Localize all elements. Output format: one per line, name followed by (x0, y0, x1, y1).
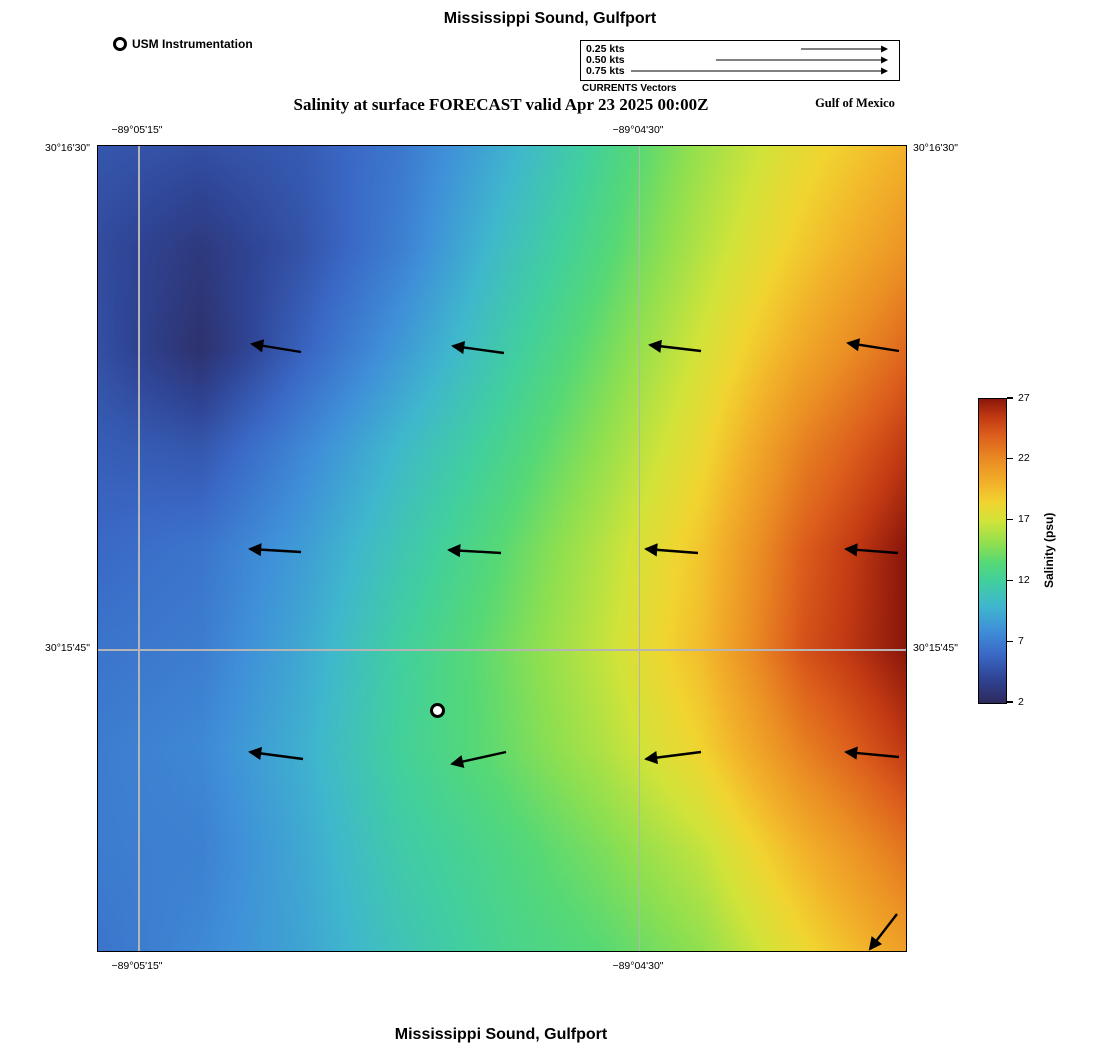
colorbar-tick (1007, 701, 1013, 703)
current-vector-arrows (248, 338, 900, 951)
lon-label-top-right: −89°04'30" (612, 124, 664, 136)
lat-label-left-bottom: 30°15'45" (45, 642, 90, 654)
lat-label-right-bottom: 30°15'45" (913, 642, 958, 654)
legend-speed-075: 0.75 kts (586, 64, 625, 77)
legend-speed-050: 0.50 kts (586, 53, 625, 66)
colorbar-tick (1007, 397, 1013, 399)
colorbar-tick (1007, 458, 1013, 460)
colorbar-tick (1007, 579, 1013, 582)
colorbar-tick (1007, 519, 1013, 521)
currents-legend-box: 0.25 kts 0.50 kts 0.75 kts (580, 40, 900, 81)
legend-arrow-icons (631, 45, 889, 75)
region-label: Gulf of Mexico (815, 96, 895, 110)
lat-label-left-top: 30°16'30" (45, 142, 90, 154)
usm-station-marker (430, 703, 446, 719)
figure-title-bottom: Mississippi Sound, Gulfport (394, 1026, 608, 1043)
legend-speed-025: 0.25 kts (586, 42, 625, 55)
map-panel (97, 145, 907, 952)
colorbar-tick-label: 12 (1018, 573, 1030, 586)
lon-label-top-left: −89°05'15" (111, 124, 163, 136)
colorbar-label: Salinity (psu) (1042, 512, 1056, 588)
meridian-gridline-1 (638, 146, 641, 951)
lon-label-bottom-left: −89°05'15" (111, 960, 163, 972)
colorbar-tick-label: 27 (1018, 391, 1030, 404)
figure-title-top: Mississippi Sound, Gulfport (443, 10, 657, 27)
colorbar-tick-label: 2 (1018, 695, 1024, 708)
salinity-heatmap (98, 146, 906, 951)
parallel-gridline-0 (98, 649, 906, 651)
colorbar-tick-label: 7 (1018, 634, 1024, 647)
meridian-gridline-0 (137, 146, 140, 951)
station-marker-icon (113, 37, 127, 51)
colorbar-tick (1007, 640, 1013, 642)
station-legend: USM Instrumentation (113, 37, 253, 51)
lat-label-right-top: 30°16'30" (913, 142, 958, 154)
currents-legend-caption: CURRENTS Vectors (582, 83, 677, 94)
colorbar-tick-label: 22 (1018, 452, 1030, 465)
colorbar-ticks: 27 22 17 12 7 2 (1007, 392, 1047, 708)
lon-label-bottom-right: −89°04'30" (612, 960, 664, 972)
colorbar-tick-label: 17 (1018, 513, 1030, 526)
colorbar (978, 398, 1007, 704)
station-legend-label: USM Instrumentation (132, 37, 253, 51)
figure-subtitle: Salinity at surface FORECAST valid Apr 2… (293, 95, 709, 114)
